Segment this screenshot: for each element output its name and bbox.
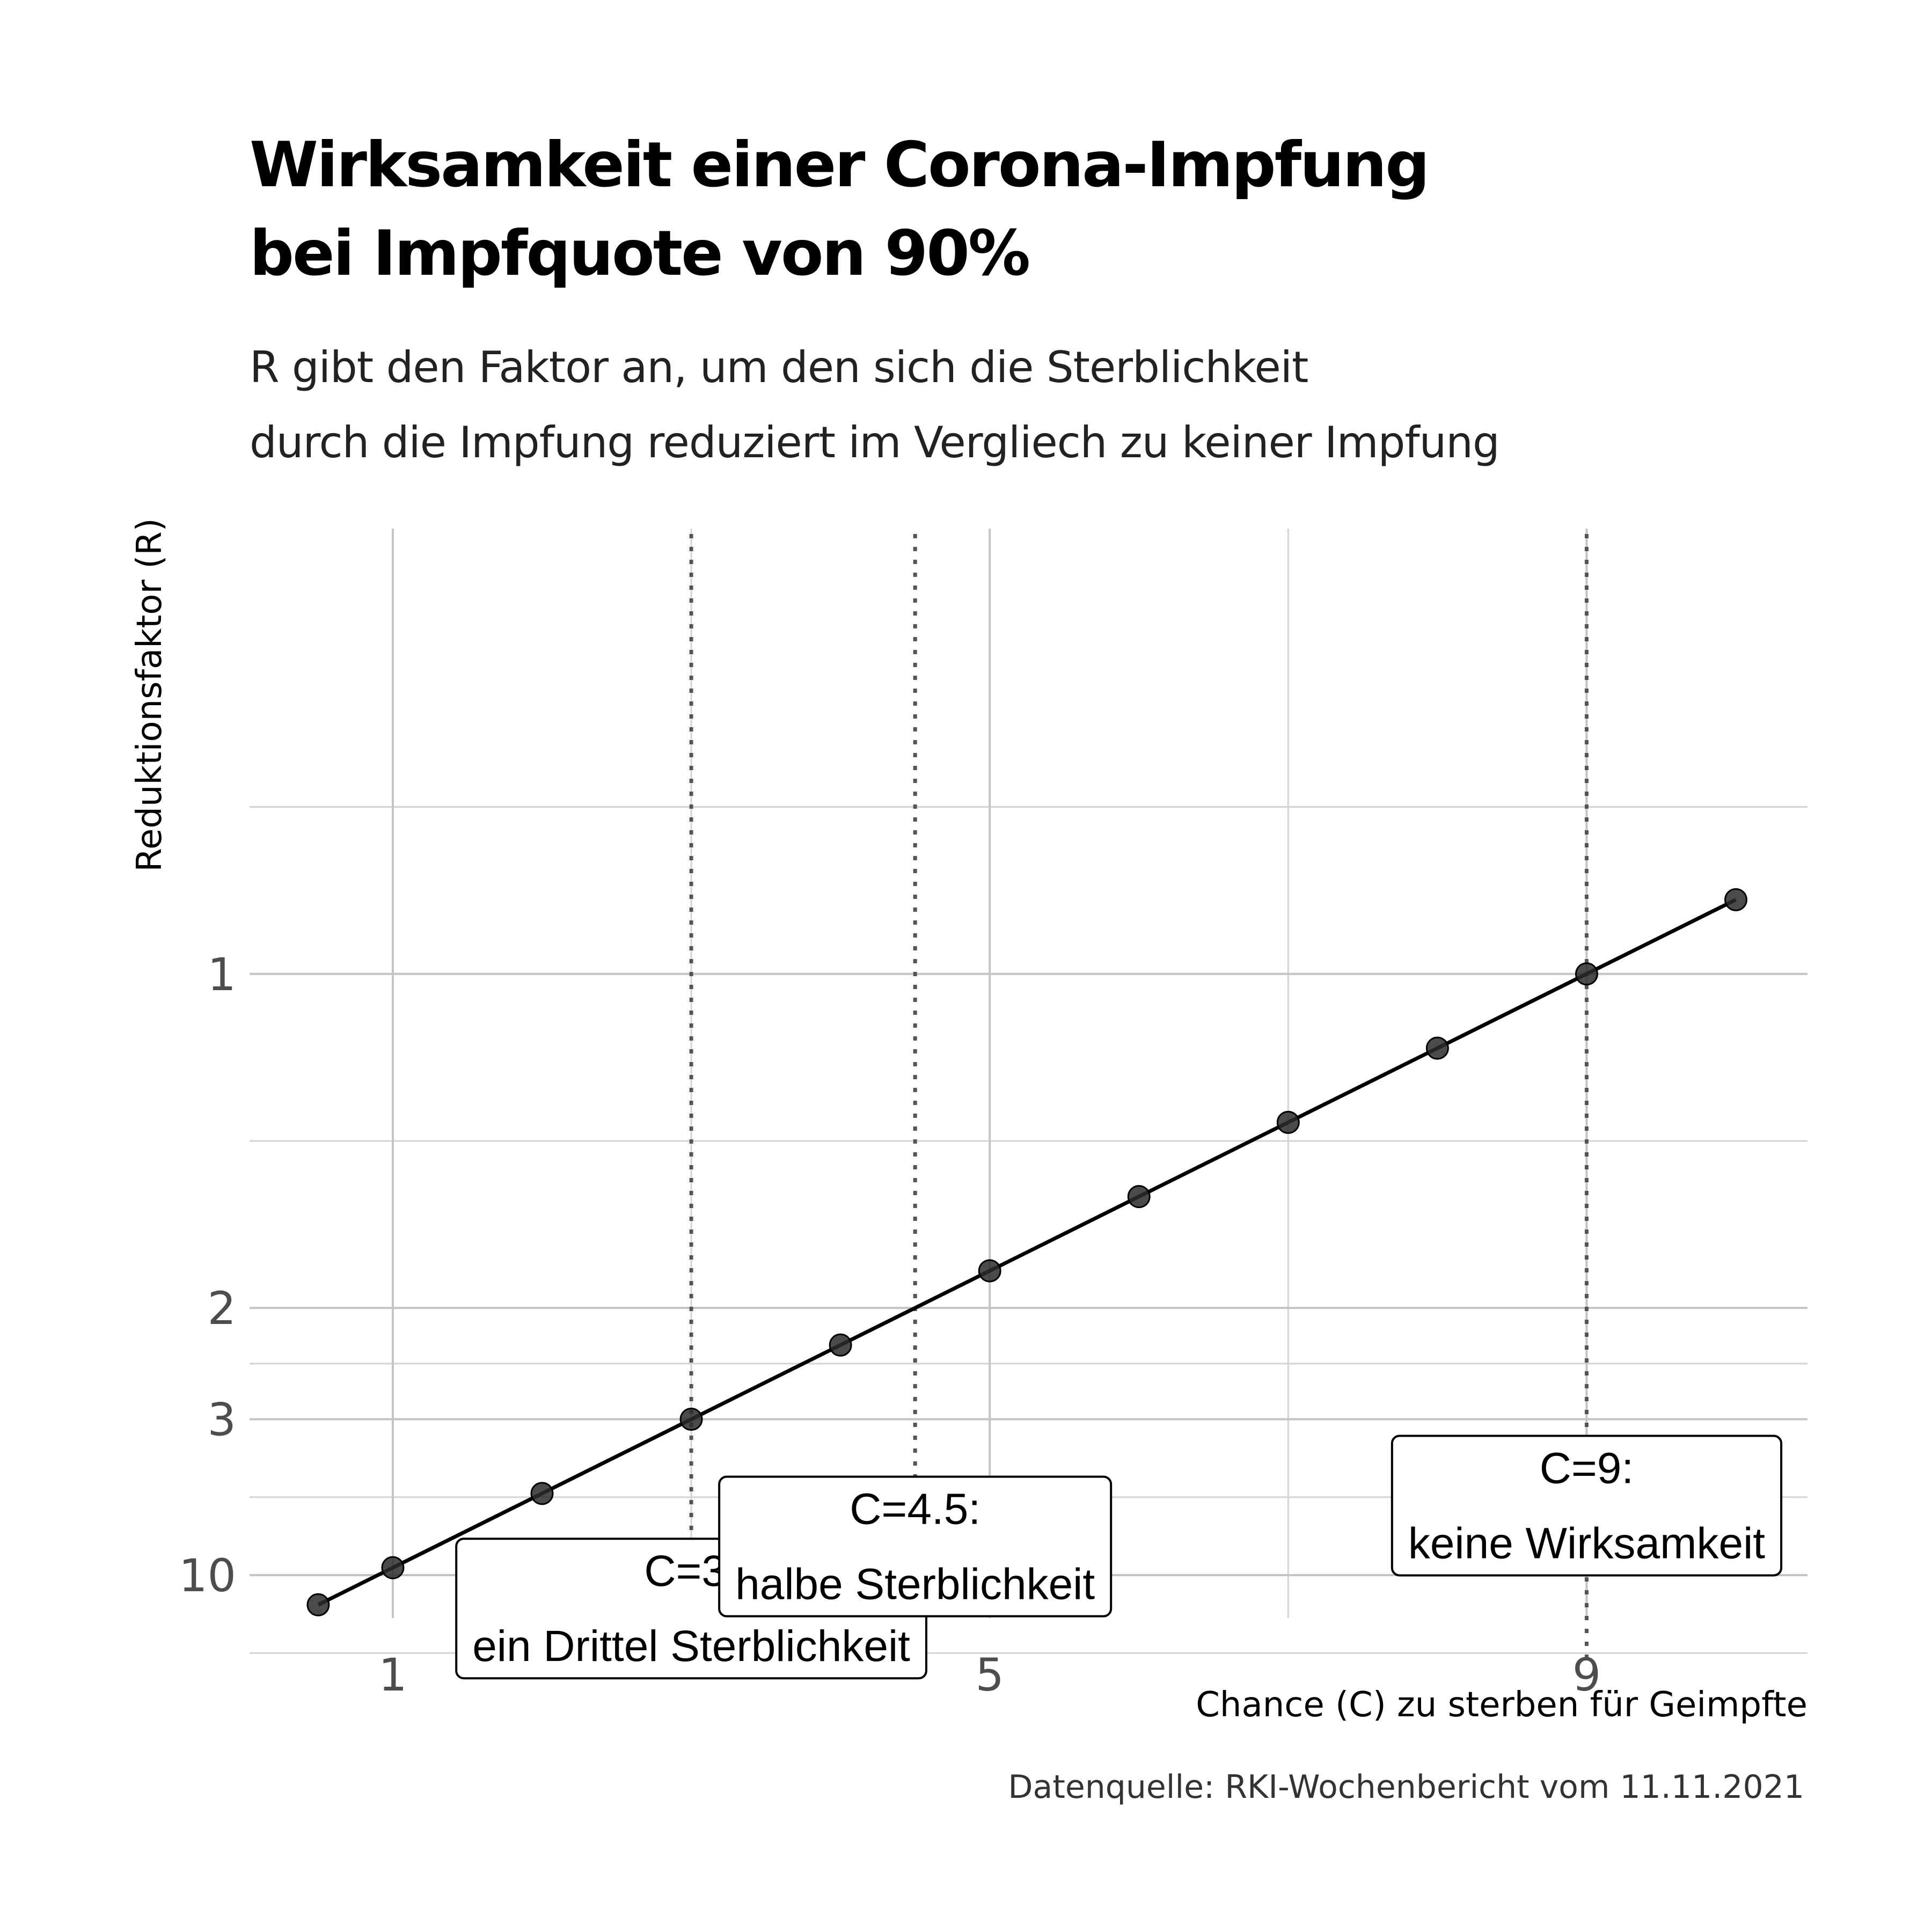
data-point [1276,1110,1300,1134]
annotation-box [1391,1435,1783,1577]
annotation-box [718,1475,1113,1618]
y-tick-label: 2 [208,1282,236,1335]
chart-subtitle-line-2: durch die Impfung reduziert im Vergliech… [250,418,1500,467]
y-tick-label: 3 [208,1394,236,1446]
data-point [1575,962,1598,986]
annotation-label: C=4.5: halbe Sterblichkeit [718,1475,1113,1618]
data-source-caption: Datenquelle: RKI-Wochenbericht vom 11.11… [1008,1768,1804,1806]
data-point [679,1408,703,1431]
y-tick-label: 1 [208,948,236,1001]
x-axis-title: Chance (C) zu sterben für Geimpfte [1196,1685,1807,1725]
data-point [978,1259,1001,1283]
data-point [1127,1185,1151,1209]
annotation-text-line: halbe Sterblichkeit [735,1560,1095,1609]
annotations: C=3:ein Drittel SterblichkeitC=4.5:halbe… [455,1435,1783,1680]
chart-subtitle-line-1: R gibt den Faktor an, um den sich die St… [250,342,1308,392]
chart-title-line-2: bei Impfquote von 90% [250,217,1030,290]
chart-title-line-1: Wirksamkeit einer Corona-Impfung [250,129,1430,201]
data-point [306,1593,330,1616]
data-point [530,1482,554,1505]
data-series [306,888,1748,1616]
data-point [1425,1036,1449,1060]
data-point [1724,888,1748,911]
data-point [829,1333,852,1357]
chart-title: Wirksamkeit einer Corona-Impfung bei Imp… [250,121,1430,298]
chart-subtitle: R gibt den Faktor an, um den sich die St… [250,330,1500,480]
annotation-text-line: ein Drittel Sterblichkeit [472,1622,910,1671]
x-tick-label: 1 [378,1649,407,1701]
annotation-label: C=9: keine Wirksamkeit [1391,1435,1783,1577]
x-tick-label: 5 [975,1649,1004,1701]
y-tick-label: 10 [179,1549,236,1602]
annotation-text-line: keine Wirksamkeit [1408,1519,1765,1568]
x-axis-ticks: 1 5 9 [378,1649,1601,1701]
y-axis-ticks: 1 2 3 10 [179,948,236,1602]
y-axis-title: Reduktionsfaktor (R) [130,518,170,872]
data-point [381,1556,405,1579]
x-tick-label: 9 [1572,1649,1601,1701]
annotation-text-line: C=4.5: [850,1485,980,1534]
annotation-text-line: C=9: [1540,1444,1634,1492]
